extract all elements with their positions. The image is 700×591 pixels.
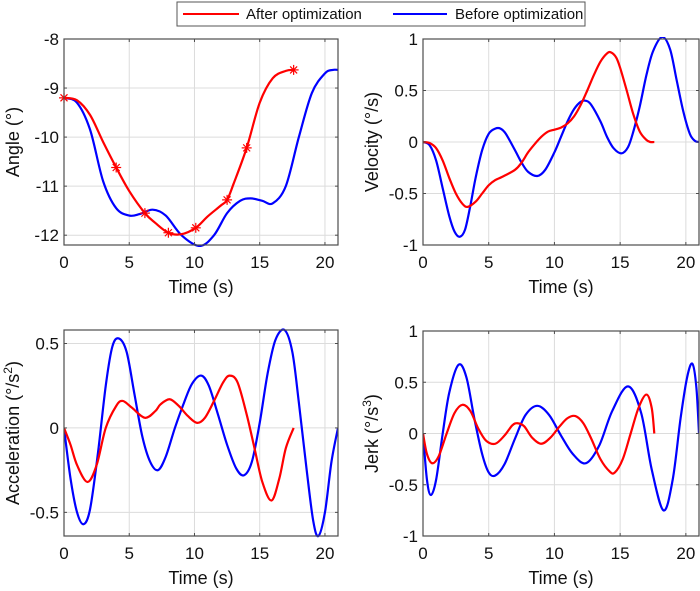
x-tick-label: 15 — [250, 253, 269, 272]
y-tick-label: -10 — [34, 128, 59, 147]
y-axis-label-superscript: 3 — [360, 400, 374, 407]
series-line-before-optimization — [64, 328, 338, 538]
series-line-before-optimization — [423, 37, 699, 238]
x-tick-label: 20 — [315, 544, 334, 563]
x-tick-label: 5 — [125, 544, 134, 563]
y-tick-label: 1 — [409, 30, 418, 49]
series-line-after-optimization — [423, 393, 656, 475]
x-tick-label: 20 — [676, 544, 695, 563]
chart-acceleration: 0 5 10 15 20 -0.5 0 0.5 Time (s) Acceleration (°/… — [1, 328, 339, 588]
x-tick-label: 15 — [611, 253, 630, 272]
y-axis-label-text: Jerk (°/s — [362, 407, 382, 473]
y-axis-label-text: Velocity (°/s) — [362, 92, 382, 192]
series-line-after-optimization — [423, 50, 655, 209]
x-tick-label: 0 — [59, 253, 68, 272]
x-tick-label: 10 — [185, 253, 204, 272]
plot-area — [64, 39, 338, 245]
y-tick-label: -9 — [44, 79, 59, 98]
x-axis-label: Time (s) — [528, 277, 593, 297]
y-tick-label: 0 — [409, 425, 418, 444]
y-tick-label: 0.5 — [394, 82, 418, 101]
x-tick-label: 10 — [185, 544, 204, 563]
x-tick-label: 5 — [484, 544, 493, 563]
x-tick-label: 5 — [484, 253, 493, 272]
asterisk-marker — [163, 227, 174, 238]
x-axis-label: Time (s) — [168, 568, 233, 588]
asterisk-marker — [222, 194, 233, 205]
y-tick-label: 0.5 — [394, 373, 418, 392]
x-tick-label: 15 — [611, 544, 630, 563]
x-tick-label: 20 — [676, 253, 695, 272]
y-axis-label: Velocity (°/s) — [362, 92, 382, 192]
x-tick-label: 0 — [418, 253, 427, 272]
axes-box — [63, 329, 339, 537]
y-axis-label-suffix: ) — [362, 394, 382, 400]
x-axis-label: Time (s) — [528, 568, 593, 588]
y-tick-label: -8 — [44, 30, 59, 49]
series-line-before-optimization — [423, 362, 699, 512]
asterisk-marker — [190, 222, 201, 233]
y-tick-label: -11 — [36, 177, 59, 196]
x-axis-label: Time (s) — [168, 277, 233, 297]
x-tick-label: 10 — [545, 544, 564, 563]
x-tick-label: 0 — [418, 544, 427, 563]
y-tick-label: -12 — [34, 226, 59, 245]
y-axis-label-text: Angle (°) — [3, 107, 23, 177]
y-tick-label: -0.5 — [389, 185, 418, 204]
axes-box — [63, 38, 339, 246]
legend-box — [176, 1, 586, 27]
legend: After optimization Before optimization — [176, 1, 586, 27]
x-tick-label: 15 — [250, 544, 269, 563]
y-axis-label: Acceleration (°/s2) — [1, 361, 23, 505]
x-tick-label: 0 — [59, 544, 68, 563]
x-tick-label: 5 — [125, 253, 134, 272]
y-tick-label: -1 — [403, 527, 418, 546]
y-tick-label: 0 — [50, 419, 59, 438]
series-line-after-optimization — [64, 374, 295, 502]
asterisk-marker — [241, 142, 252, 153]
chart-velocity: 0 5 10 15 20 -1 -0.5 0 0.5 1 Time (s) Velocity (°/s… — [362, 30, 700, 297]
legend-label-after: After optimization — [246, 6, 362, 23]
legend-label-before: Before optimization — [455, 6, 583, 23]
y-tick-label: 1 — [409, 322, 418, 341]
chart-angle: 0 5 10 15 20 -12 -11 -10 -9 -8 Time (s) Angle (°) — [3, 30, 339, 297]
y-axis-label-text: Acceleration (°/s — [3, 374, 23, 505]
asterisk-marker — [139, 208, 150, 219]
y-axis-label: Angle (°) — [3, 107, 23, 177]
y-axis-label: Jerk (°/s3) — [360, 394, 382, 473]
series-line-after-optimization — [64, 68, 294, 236]
y-tick-label: -1 — [403, 236, 418, 255]
chart-jerk: 0 5 10 15 20 -1 -0.5 0 0.5 1 Time (s) Jerk (°/s3) — [360, 322, 700, 588]
x-tick-label: 10 — [545, 253, 564, 272]
y-tick-label: -0.5 — [30, 503, 59, 522]
asterisk-marker — [288, 64, 299, 75]
asterisk-marker — [111, 162, 122, 173]
y-axis-label-superscript: 2 — [1, 367, 15, 374]
y-tick-label: 0.5 — [35, 335, 59, 354]
y-tick-label: -0.5 — [389, 476, 418, 495]
y-axis-label-suffix: ) — [3, 361, 23, 367]
y-tick-label: 0 — [409, 133, 418, 152]
series-line-before-optimization — [64, 68, 338, 247]
x-tick-label: 20 — [315, 253, 334, 272]
